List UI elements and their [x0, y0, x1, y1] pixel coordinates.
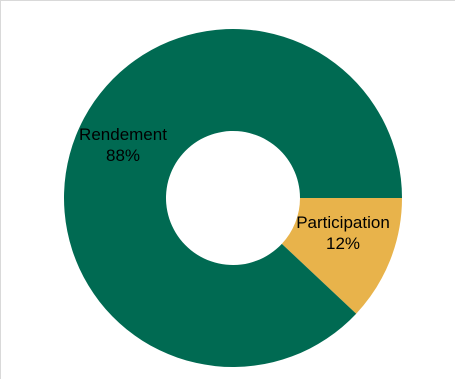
slice-rendement	[63, 29, 402, 368]
slice-label-participation: Participation	[296, 213, 390, 232]
slice-value-label-participation: 12%	[326, 234, 360, 253]
slice-value-label-rendement: 88%	[106, 146, 140, 165]
slice-participation	[281, 198, 402, 314]
slice-label-rendement: Rendement	[79, 125, 167, 144]
